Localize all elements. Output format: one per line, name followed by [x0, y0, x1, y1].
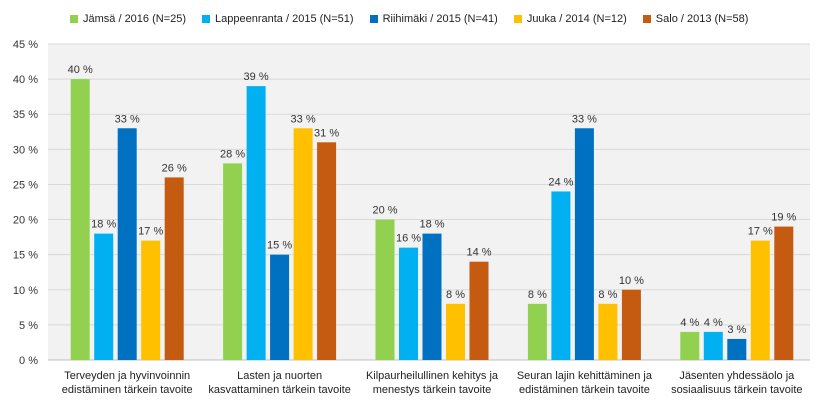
legend-swatch [513, 15, 522, 23]
bar [574, 128, 594, 360]
x-tick-label: sosiaalisuus tärkein tavoite [671, 384, 802, 396]
legend-item: Salo / 2013 (N=58) [642, 13, 749, 25]
data-label: 24 % [548, 176, 573, 188]
legend-label: Jämsä / 2016 (N=25) [83, 13, 187, 25]
data-label: 17 % [138, 226, 163, 238]
bar [70, 79, 90, 360]
bar [727, 338, 747, 360]
data-label: 33 % [291, 113, 316, 125]
y-tick-label: 30 % [13, 144, 38, 156]
data-label: 20 % [372, 205, 397, 217]
legend-label: Juuka / 2014 (N=12) [526, 13, 627, 25]
data-label: 3 % [727, 324, 746, 336]
legend-item: Jämsä / 2016 (N=25) [70, 13, 186, 25]
y-tick-label: 25 % [13, 179, 38, 191]
chart-legend: Jämsä / 2016 (N=25) Lappeenranta / 2015 (… [70, 13, 764, 25]
bar [375, 219, 395, 360]
bar [293, 128, 313, 360]
legend-swatch [202, 15, 211, 23]
bar [399, 247, 418, 360]
data-label: 33 % [572, 113, 597, 125]
data-label: 33 % [115, 113, 140, 125]
x-tick-label: edistäminen tärkein tavoite [519, 384, 650, 396]
data-label: 8 % [598, 289, 617, 301]
bar [703, 331, 723, 360]
data-label: 18 % [419, 219, 444, 231]
bar [598, 303, 618, 360]
data-label: 31 % [314, 127, 339, 139]
bar [680, 331, 700, 360]
x-tick-label: Kilpaurheilullinen kehitys ja [366, 370, 499, 382]
bar [317, 142, 337, 360]
data-label: 26 % [162, 162, 187, 174]
bar [469, 261, 489, 360]
bar [141, 240, 161, 360]
bar [551, 191, 571, 360]
y-tick-label: 0 % [19, 355, 38, 367]
y-tick-label: 15 % [13, 250, 38, 262]
data-label: 4 % [704, 317, 723, 329]
x-tick-label: edistäminen tärkein tavoite [62, 384, 193, 396]
data-label: 18 % [91, 219, 116, 231]
data-label: 40 % [68, 64, 93, 76]
bar [446, 303, 465, 360]
bar [422, 233, 442, 360]
bar [621, 289, 641, 360]
data-label: 19 % [771, 212, 796, 224]
data-label: 28 % [220, 148, 245, 160]
y-tick-label: 5 % [19, 320, 38, 332]
x-tick-label: kasvattaminen tärkein tavoite [208, 384, 350, 396]
legend-item: Lappeenranta / 2015 (N=51) [202, 13, 354, 25]
legend-label: Lappeenranta / 2015 (N=51) [215, 13, 354, 25]
data-label: 17 % [748, 226, 773, 238]
data-label: 16 % [396, 233, 421, 245]
data-label: 39 % [244, 71, 269, 83]
bar [223, 163, 243, 360]
legend-label: Riihimäki / 2015 (N=41) [382, 13, 498, 25]
data-label: 14 % [466, 247, 491, 259]
data-label: 8 % [528, 289, 547, 301]
y-tick-label: 20 % [13, 215, 38, 227]
legend-swatch [369, 15, 378, 23]
legend-label: Salo / 2013 (N=58) [655, 13, 749, 25]
legend-swatch [642, 15, 651, 23]
bar [774, 226, 794, 360]
y-tick-label: 45 % [13, 39, 38, 51]
y-tick-label: 10 % [13, 285, 38, 297]
bar [117, 128, 137, 360]
x-tick-label: Lasten ja nuorten [237, 370, 322, 382]
bar [164, 177, 184, 360]
bar [94, 233, 114, 360]
legend-item: Juuka / 2014 (N=12) [513, 13, 627, 25]
legend-item: Riihimäki / 2015 (N=41) [369, 13, 498, 25]
x-tick-label: Seuran lajin kehittäminen ja [517, 370, 653, 382]
bar [527, 303, 547, 360]
bar [750, 240, 770, 360]
x-tick-label: Jäsenten yhdessäolo ja [679, 370, 795, 382]
x-tick-label: menestys tärkein tavoite [373, 384, 492, 396]
data-label: 8 % [446, 289, 465, 301]
legend-swatch [70, 15, 78, 23]
data-label: 10 % [619, 275, 644, 287]
data-label: 15 % [267, 240, 292, 252]
x-tick-label: Terveyden ja hyvinvoinnin [64, 370, 190, 382]
y-tick-label: 35 % [13, 109, 38, 121]
bar [246, 86, 266, 360]
data-label: 4 % [680, 317, 699, 329]
bar [270, 254, 290, 360]
y-tick-label: 40 % [13, 74, 38, 86]
